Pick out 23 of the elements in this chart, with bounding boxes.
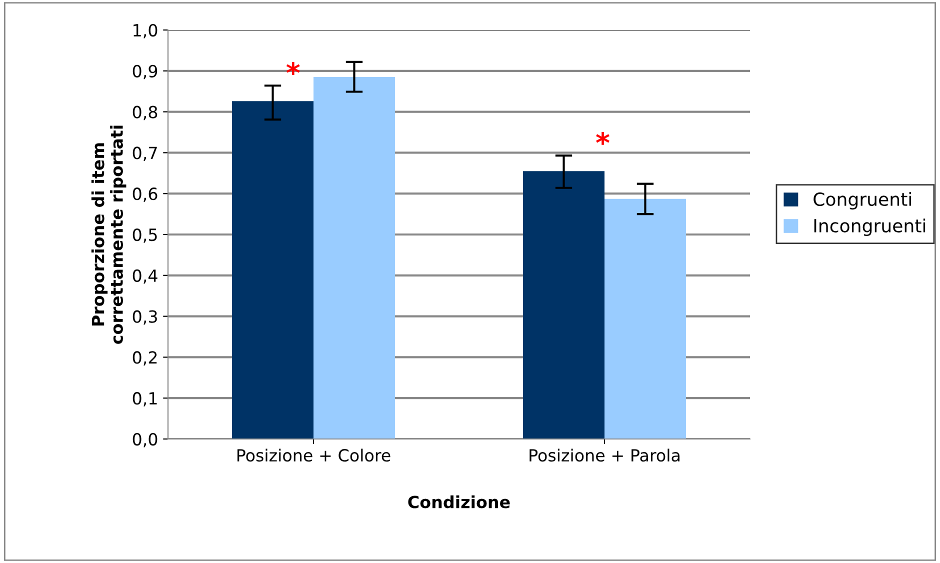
annotation: * [286, 62, 300, 75]
y-tick-label: 0,6 [132, 188, 158, 202]
annotation: * [596, 132, 610, 145]
bar [604, 198, 686, 439]
y-tick-label: 0,9 [132, 64, 158, 80]
y-axis-title: Proporzione di item correttamente riportati [91, 126, 126, 344]
y-tick-label: 0,0 [132, 432, 158, 448]
bar [314, 77, 395, 439]
legend-label: Incongruenti [814, 218, 926, 236]
x-tick-label: Posizione + Colore [237, 448, 390, 462]
bar [523, 171, 604, 439]
y-tick-label: 0,5 [132, 228, 157, 243]
y-tick-label: 1,0 [134, 24, 158, 38]
legend-label: Congruenti [814, 192, 911, 210]
x-tick-label: Posizione + Parola [530, 448, 680, 462]
y-tick-label: 0,7 [132, 146, 157, 161]
y-tick-label: 0,3 [132, 310, 157, 325]
bar [232, 101, 314, 439]
y-tick-label: 0,8 [132, 106, 158, 120]
y-tick-label: 0,2 [132, 351, 157, 366]
x-axis-title: Condizione [408, 495, 510, 508]
y-tick-label: 0,4 [132, 269, 158, 284]
y-tick-label: 0,1 [132, 392, 157, 406]
